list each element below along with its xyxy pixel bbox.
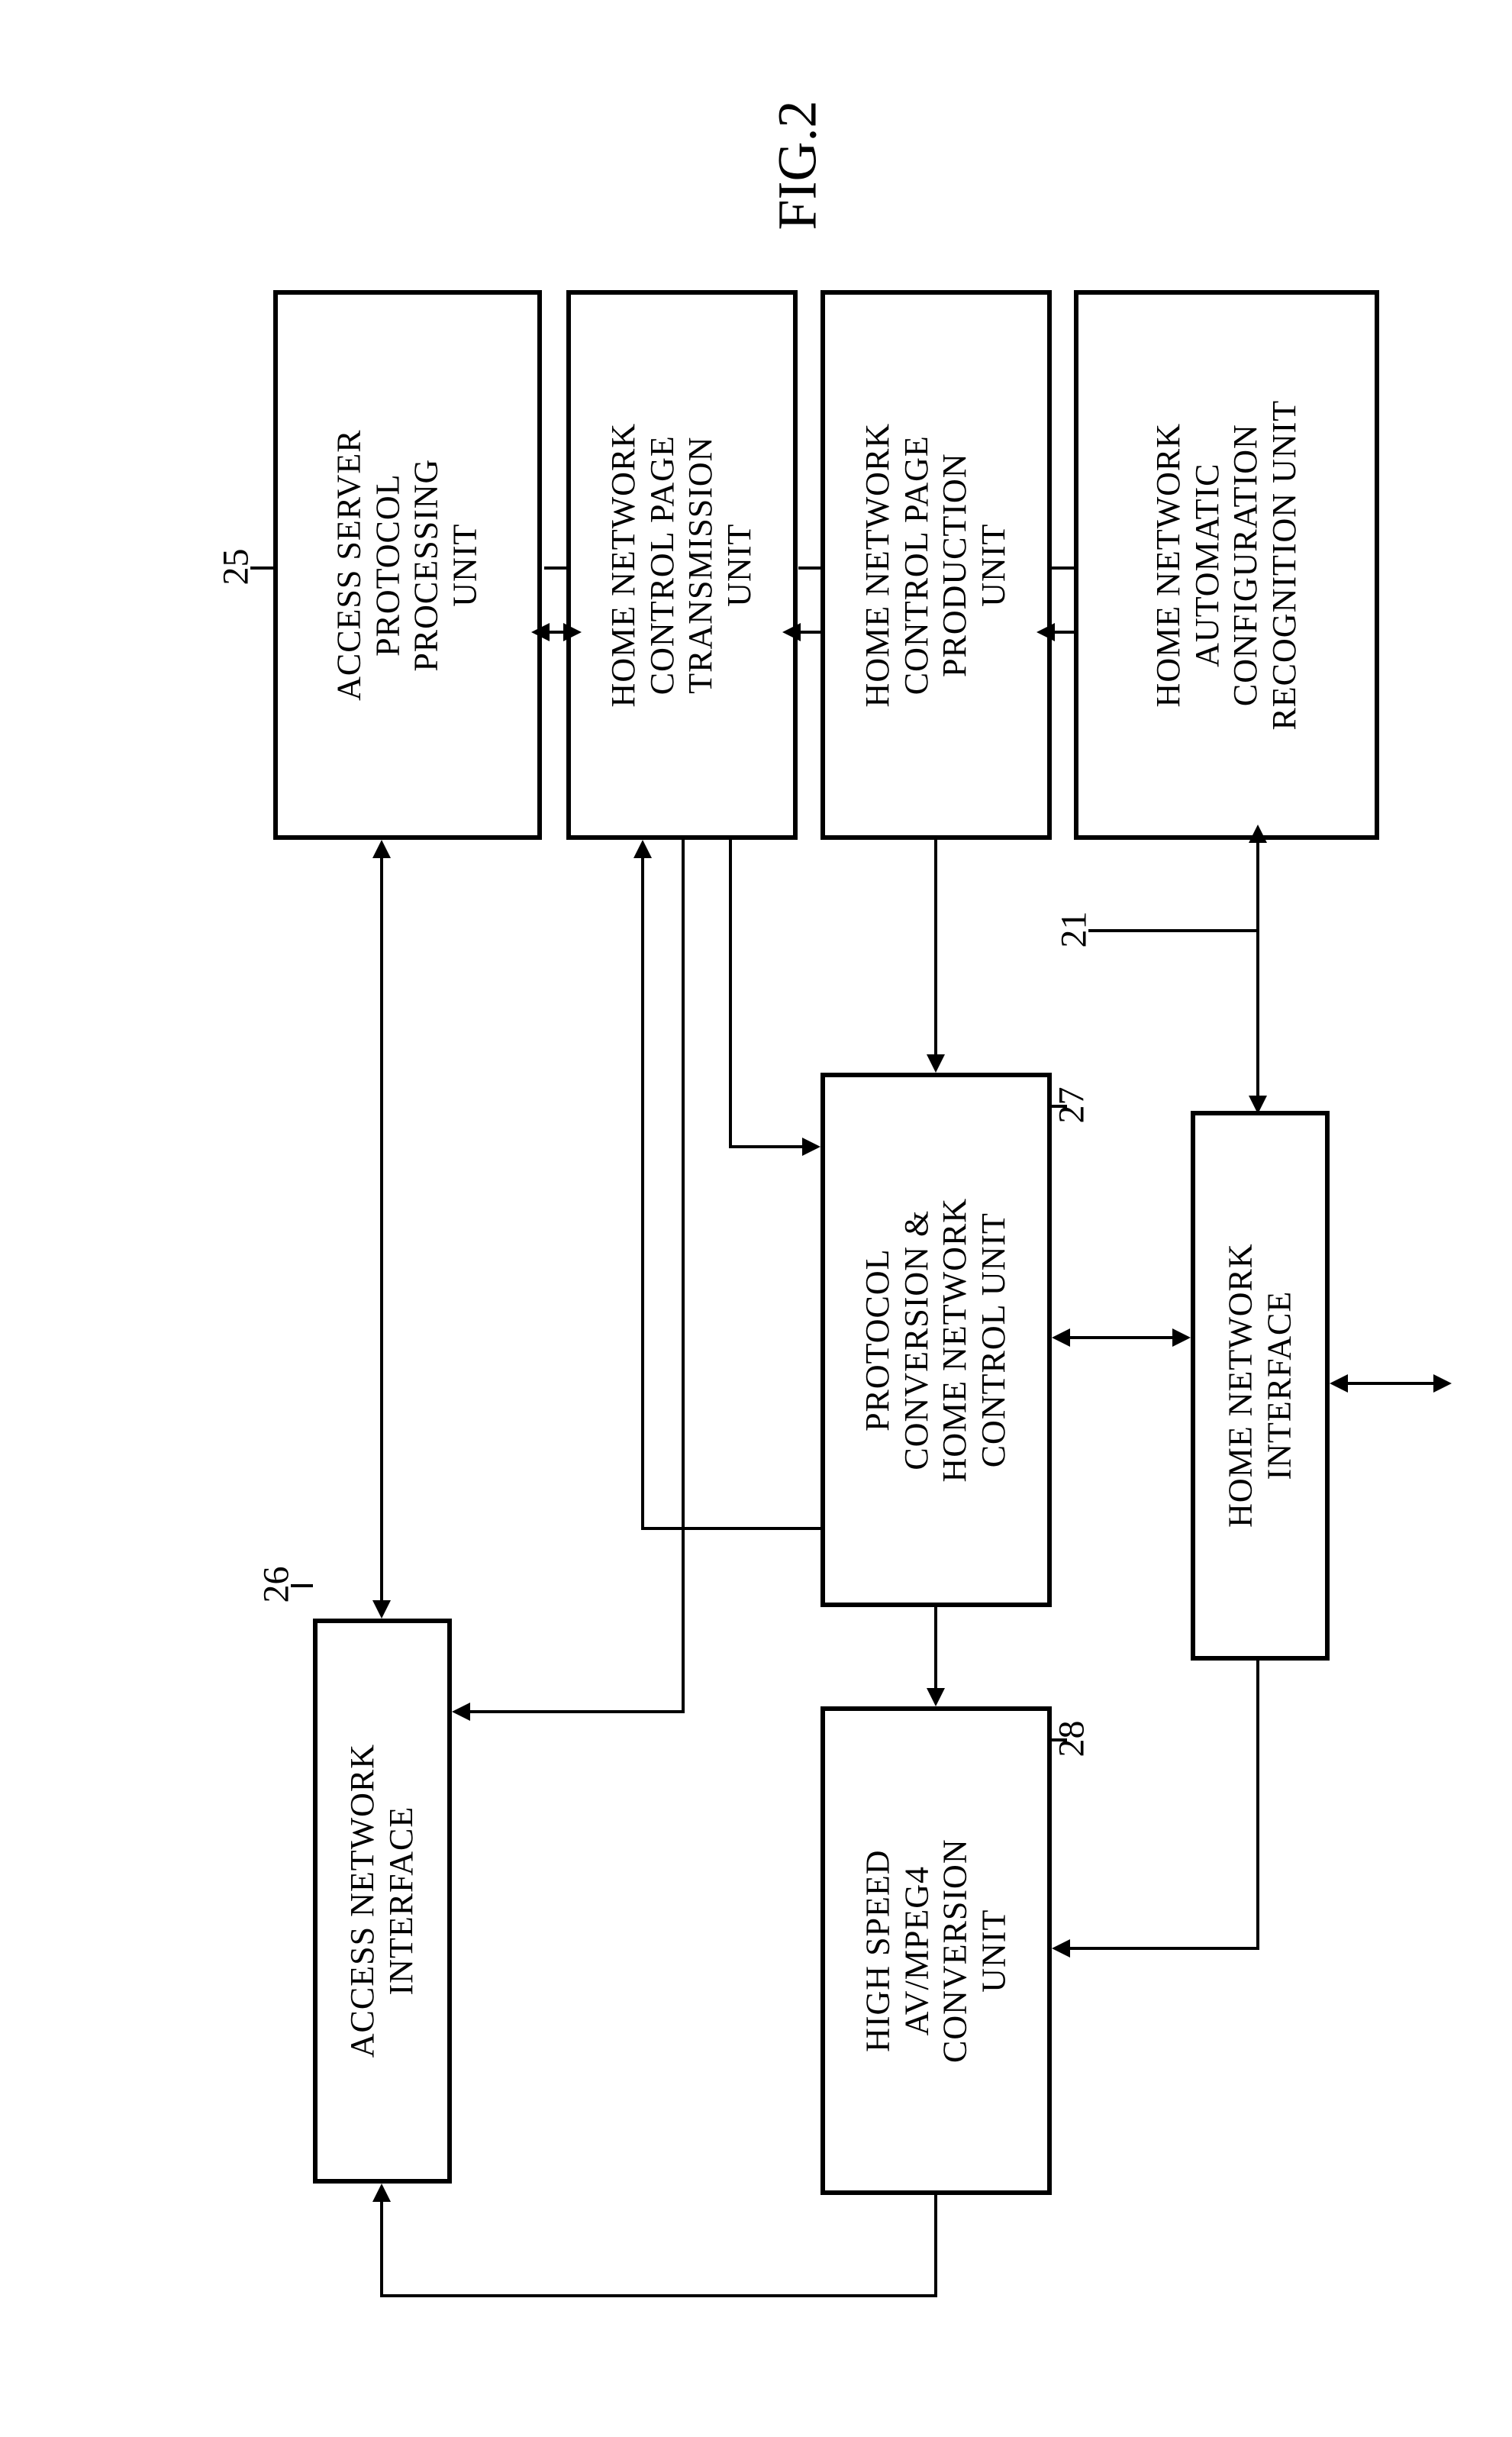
- block-26-text: ACCESS NETWORK INTERFACE: [343, 1744, 421, 2058]
- block-24-text: HOME NETWORK CONTROL PAGE TRANSMISSION U…: [604, 423, 759, 708]
- edge-28-26-v2: [380, 2199, 383, 2297]
- edge-21-ext: [1345, 1382, 1436, 1385]
- block-27-text: PROTOCOL CONVERSION & HOME NETWORK CONTR…: [859, 1198, 1013, 1483]
- edge-24-26-v: [682, 840, 685, 1710]
- block-28-text: HIGH SPEED AV/MPEG4 CONVERSION UNIT: [859, 1838, 1013, 2063]
- block-23: HOME NETWORK CONTROL PAGE PRODUCTION UNI…: [820, 290, 1052, 840]
- edge-23-24: [798, 631, 820, 634]
- edge-24-27-v: [729, 840, 732, 1145]
- edge-22-21-v: [1256, 840, 1259, 1111]
- edge-27-28: [934, 1607, 937, 1691]
- edge-23-27: [934, 840, 937, 1057]
- edge-28-26-v: [934, 2195, 937, 2294]
- edge-21-28-v: [1256, 1661, 1259, 1947]
- block-28: HIGH SPEED AV/MPEG4 CONVERSION UNIT: [820, 1706, 1052, 2195]
- edge-24-26-h: [467, 1710, 685, 1713]
- block-25: ACCESS SERVER PROTOCOL PROCESSING UNIT: [273, 290, 542, 840]
- edge-28-26-h: [380, 2294, 937, 2297]
- edge-27-24-h: [641, 1527, 820, 1530]
- block-21: HOME NETWORK INTERFACE: [1191, 1111, 1330, 1661]
- block-22-text: HOME NETWORK AUTOMATIC CONFIGURATION REC…: [1149, 400, 1304, 731]
- block-22: HOME NETWORK AUTOMATIC CONFIGURATION REC…: [1074, 290, 1379, 840]
- block-25-text: ACCESS SERVER PROTOCOL PROCESSING UNIT: [330, 429, 485, 700]
- block-26: ACCESS NETWORK INTERFACE: [313, 1619, 452, 2184]
- block-24: HOME NETWORK CONTROL PAGE TRANSMISSION U…: [566, 290, 798, 840]
- edge-21-28-h: [1067, 1947, 1259, 1950]
- edge-25-26: [380, 855, 383, 1603]
- block-27: PROTOCOL CONVERSION & HOME NETWORK CONTR…: [820, 1073, 1052, 1607]
- edge-22-23: [1052, 631, 1074, 634]
- figure-title: FIG.2: [766, 100, 830, 230]
- edge-27-24-v: [641, 855, 644, 1530]
- edge-24-27-h: [729, 1145, 805, 1148]
- block-21-text: HOME NETWORK INTERFACE: [1221, 1244, 1298, 1528]
- block-23-text: HOME NETWORK CONTROL PAGE PRODUCTION UNI…: [859, 423, 1013, 708]
- edge-27-21: [1067, 1336, 1175, 1339]
